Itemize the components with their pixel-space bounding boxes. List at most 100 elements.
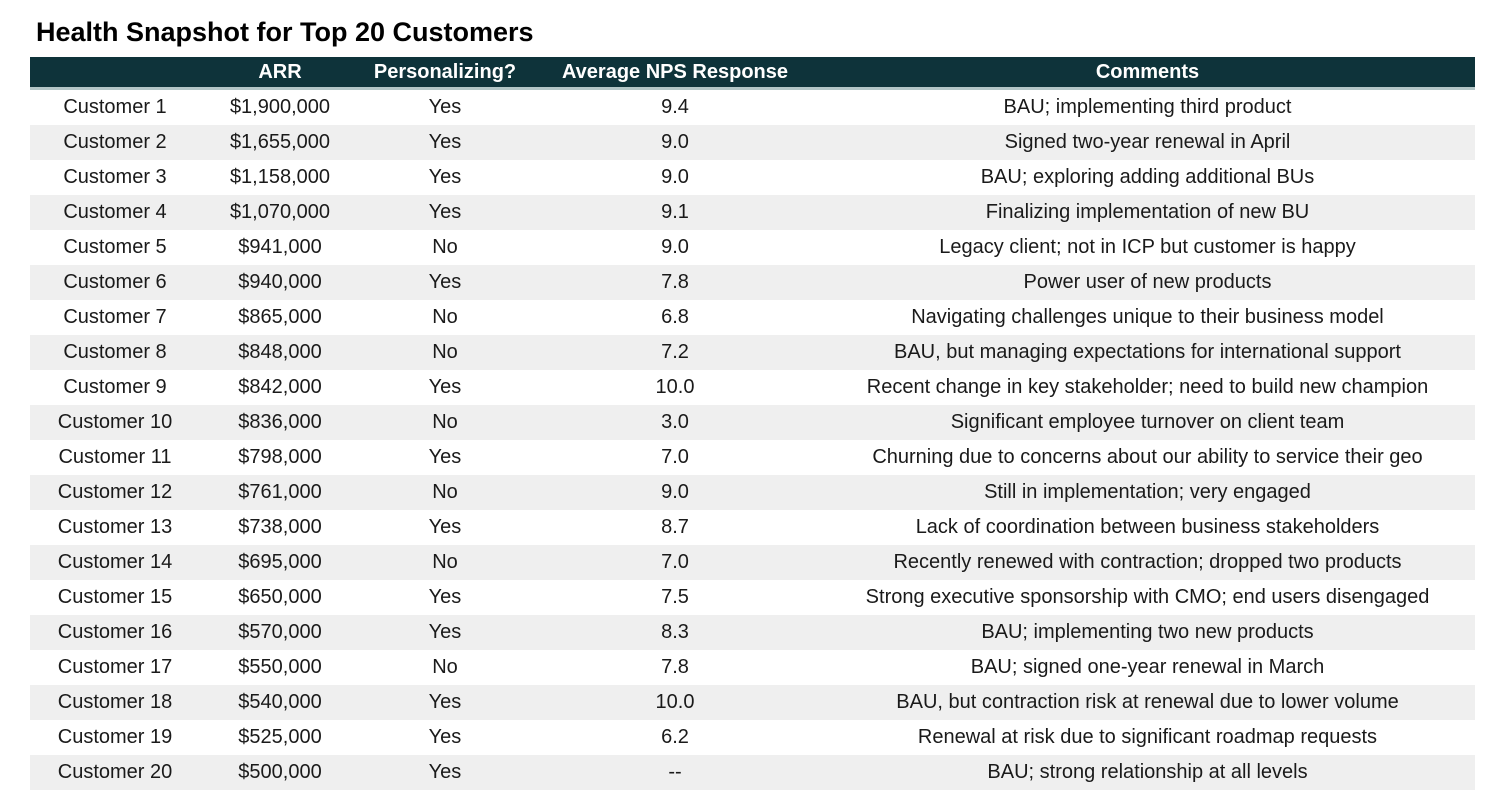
nps-cell[interactable]: 7.0 bbox=[661, 551, 689, 573]
arr-cell[interactable]: $500,000 bbox=[238, 761, 322, 783]
arr-cell[interactable]: $540,000 bbox=[238, 691, 322, 713]
comments-cell[interactable]: Lack of coordination between business st… bbox=[915, 516, 1380, 538]
customer-cell[interactable]: Customer 1 bbox=[63, 96, 167, 118]
customer-cell[interactable]: Customer 5 bbox=[63, 236, 167, 258]
customer-cell[interactable]: Customer 13 bbox=[57, 516, 173, 538]
comments-cell[interactable]: Churning due to concerns about our abili… bbox=[872, 446, 1423, 468]
customer-cell[interactable]: Customer 4 bbox=[63, 201, 167, 223]
comments-cell[interactable]: BAU; implementing third product bbox=[1003, 96, 1292, 118]
personalizing-cell[interactable]: No bbox=[432, 411, 458, 433]
col-header-personalizing[interactable]: Personalizing? bbox=[360, 57, 530, 90]
personalizing-cell[interactable]: Yes bbox=[428, 516, 462, 538]
comments-cell[interactable]: BAU; exploring adding additional BUs bbox=[980, 166, 1315, 188]
customer-cell[interactable]: Customer 7 bbox=[63, 306, 167, 328]
nps-cell[interactable]: -- bbox=[668, 761, 682, 783]
personalizing-cell[interactable]: No bbox=[432, 481, 458, 503]
comments-cell[interactable]: BAU; strong relationship at all levels bbox=[987, 761, 1308, 783]
comments-cell[interactable]: Significant employee turnover on client … bbox=[950, 411, 1345, 433]
nps-cell[interactable]: 9.0 bbox=[661, 131, 689, 153]
comments-cell[interactable]: BAU; signed one-year renewal in March bbox=[970, 656, 1325, 678]
comments-cell[interactable]: Power user of new products bbox=[1023, 271, 1272, 293]
nps-cell[interactable]: 9.0 bbox=[661, 481, 689, 503]
arr-cell[interactable]: $695,000 bbox=[238, 551, 322, 573]
personalizing-cell[interactable]: Yes bbox=[428, 271, 462, 293]
arr-cell[interactable]: $650,000 bbox=[238, 586, 322, 608]
customer-cell[interactable]: Customer 2 bbox=[63, 131, 167, 153]
comments-cell[interactable]: Navigating challenges unique to their bu… bbox=[911, 306, 1384, 328]
col-header-comments[interactable]: Comments bbox=[820, 57, 1475, 90]
customer-cell[interactable]: Customer 12 bbox=[57, 481, 173, 503]
arr-cell[interactable]: $1,655,000 bbox=[229, 131, 331, 153]
arr-cell[interactable]: $738,000 bbox=[238, 516, 322, 538]
arr-cell[interactable]: $842,000 bbox=[238, 376, 322, 398]
nps-cell[interactable]: 6.8 bbox=[661, 306, 689, 328]
customer-cell[interactable]: Customer 3 bbox=[63, 166, 167, 188]
personalizing-cell[interactable]: Yes bbox=[428, 691, 462, 713]
comments-cell[interactable]: Recently renewed with contraction; dropp… bbox=[893, 551, 1402, 573]
nps-cell[interactable]: 9.0 bbox=[661, 166, 689, 188]
comments-cell[interactable]: BAU, but contraction risk at renewal due… bbox=[896, 691, 1399, 713]
comments-cell[interactable]: Strong executive sponsorship with CMO; e… bbox=[865, 586, 1430, 608]
personalizing-cell[interactable]: Yes bbox=[428, 166, 462, 188]
comments-cell[interactable]: Finalizing implementation of new BU bbox=[985, 201, 1310, 223]
arr-cell[interactable]: $1,070,000 bbox=[229, 201, 331, 223]
nps-cell[interactable]: 3.0 bbox=[661, 411, 689, 433]
personalizing-cell[interactable]: No bbox=[432, 656, 458, 678]
personalizing-cell[interactable]: No bbox=[432, 551, 458, 573]
customer-cell[interactable]: Customer 19 bbox=[57, 726, 173, 748]
comments-cell[interactable]: Still in implementation; very engaged bbox=[984, 481, 1311, 503]
col-header-average-nps-response[interactable]: Average NPS Response bbox=[530, 57, 820, 90]
customer-cell[interactable]: Customer 16 bbox=[57, 621, 173, 643]
col-header-arr[interactable]: ARR bbox=[200, 57, 360, 90]
nps-cell[interactable]: 8.3 bbox=[661, 621, 689, 643]
arr-cell[interactable]: $941,000 bbox=[238, 236, 322, 258]
comments-cell[interactable]: Renewal at risk due to significant roadm… bbox=[917, 726, 1378, 748]
arr-cell[interactable]: $570,000 bbox=[238, 621, 322, 643]
arr-cell[interactable]: $848,000 bbox=[238, 341, 322, 363]
nps-cell[interactable]: 9.1 bbox=[661, 201, 689, 223]
arr-cell[interactable]: $1,158,000 bbox=[229, 166, 331, 188]
customer-cell[interactable]: Customer 8 bbox=[63, 341, 167, 363]
arr-cell[interactable]: $1,900,000 bbox=[229, 96, 331, 118]
comments-cell[interactable]: Recent change in key stakeholder; need t… bbox=[866, 376, 1429, 398]
personalizing-cell[interactable]: Yes bbox=[428, 201, 462, 223]
nps-cell[interactable]: 9.0 bbox=[661, 236, 689, 258]
nps-cell[interactable]: 7.8 bbox=[661, 271, 689, 293]
personalizing-cell[interactable]: No bbox=[432, 306, 458, 328]
personalizing-cell[interactable]: Yes bbox=[428, 446, 462, 468]
comments-cell[interactable]: BAU, but managing expectations for inter… bbox=[894, 341, 1401, 363]
customer-cell[interactable]: Customer 14 bbox=[57, 551, 173, 573]
comments-cell[interactable]: BAU; implementing two new products bbox=[981, 621, 1314, 643]
arr-cell[interactable]: $550,000 bbox=[238, 656, 322, 678]
col-header-customer[interactable] bbox=[30, 57, 200, 90]
personalizing-cell[interactable]: Yes bbox=[428, 726, 462, 748]
arr-cell[interactable]: $761,000 bbox=[238, 481, 322, 503]
nps-cell[interactable]: 7.8 bbox=[661, 656, 689, 678]
customer-cell[interactable]: Customer 20 bbox=[57, 761, 173, 783]
personalizing-cell[interactable]: No bbox=[432, 236, 458, 258]
customer-cell[interactable]: Customer 9 bbox=[63, 376, 167, 398]
nps-cell[interactable]: 10.0 bbox=[655, 691, 695, 713]
nps-cell[interactable]: 8.7 bbox=[661, 516, 689, 538]
customer-cell[interactable]: Customer 6 bbox=[63, 271, 167, 293]
arr-cell[interactable]: $940,000 bbox=[238, 271, 322, 293]
arr-cell[interactable]: $865,000 bbox=[238, 306, 322, 328]
arr-cell[interactable]: $798,000 bbox=[238, 446, 322, 468]
personalizing-cell[interactable]: Yes bbox=[428, 376, 462, 398]
comments-cell[interactable]: Signed two-year renewal in April bbox=[1004, 131, 1291, 153]
customer-cell[interactable]: Customer 10 bbox=[57, 411, 173, 433]
arr-cell[interactable]: $836,000 bbox=[238, 411, 322, 433]
nps-cell[interactable]: 7.2 bbox=[661, 341, 689, 363]
nps-cell[interactable]: 10.0 bbox=[655, 376, 695, 398]
nps-cell[interactable]: 9.4 bbox=[661, 96, 689, 118]
personalizing-cell[interactable]: Yes bbox=[428, 96, 462, 118]
personalizing-cell[interactable]: No bbox=[432, 341, 458, 363]
arr-cell[interactable]: $525,000 bbox=[238, 726, 322, 748]
nps-cell[interactable]: 6.2 bbox=[661, 726, 689, 748]
comments-cell[interactable]: Legacy client; not in ICP but customer i… bbox=[939, 236, 1356, 258]
nps-cell[interactable]: 7.0 bbox=[661, 446, 689, 468]
personalizing-cell[interactable]: Yes bbox=[428, 761, 462, 783]
personalizing-cell[interactable]: Yes bbox=[428, 586, 462, 608]
customer-cell[interactable]: Customer 15 bbox=[57, 586, 173, 608]
customer-cell[interactable]: Customer 11 bbox=[58, 446, 172, 468]
